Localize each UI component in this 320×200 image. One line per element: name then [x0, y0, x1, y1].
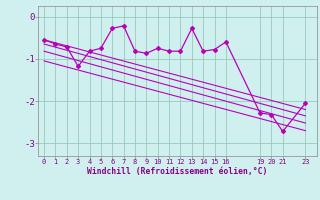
X-axis label: Windchill (Refroidissement éolien,°C): Windchill (Refroidissement éolien,°C) — [87, 167, 268, 176]
